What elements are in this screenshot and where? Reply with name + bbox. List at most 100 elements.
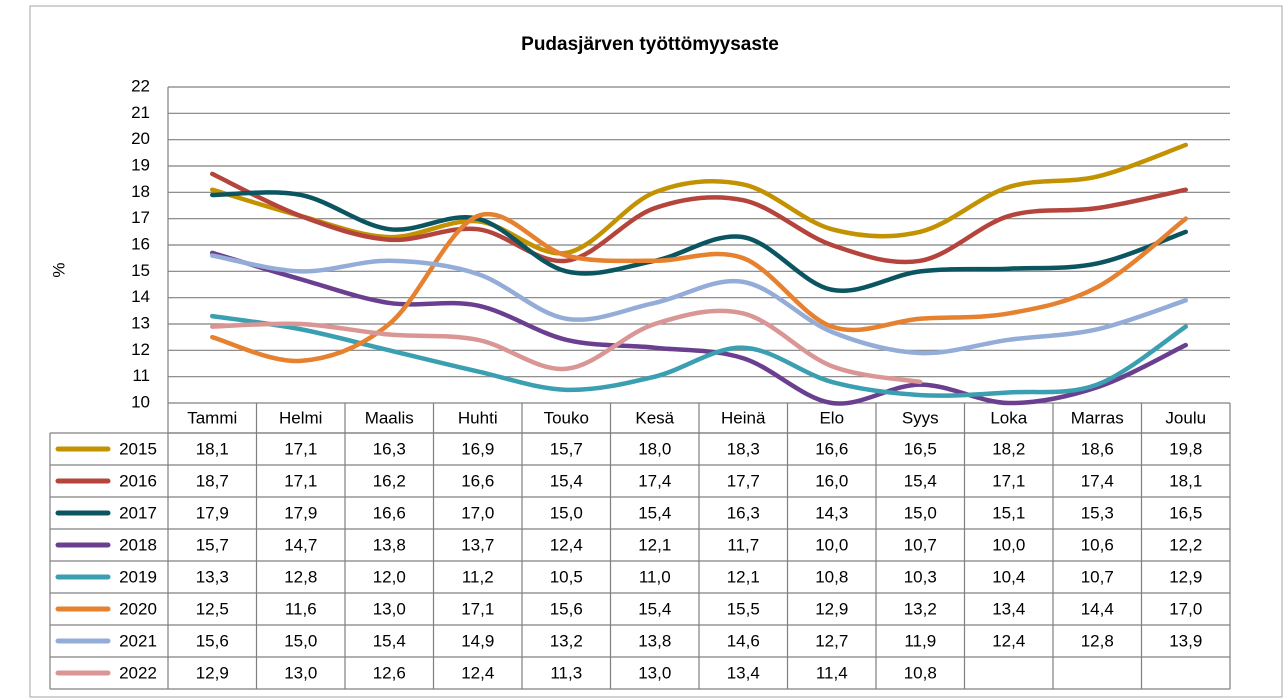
table-value: 13,4 (992, 599, 1025, 618)
y-tick-label: 21 (131, 103, 150, 122)
table-value: 16,3 (373, 439, 406, 458)
x-tick-label: Helmi (279, 408, 322, 427)
table-value: 15,7 (196, 535, 229, 554)
table-value: 19,8 (1169, 439, 1202, 458)
table-value: 18,2 (992, 439, 1025, 458)
table-value: 14,4 (1081, 599, 1114, 618)
table-value: 16,3 (727, 503, 760, 522)
y-tick-label: 16 (131, 234, 150, 253)
series-line (210, 171, 1188, 265)
table-value: 18,6 (1081, 439, 1114, 458)
y-tick-label: 13 (131, 313, 150, 332)
table-value: 17,0 (461, 503, 494, 522)
legend-label: 2016 (119, 471, 157, 490)
table-value: 15,4 (638, 503, 671, 522)
table-value: 12,1 (727, 567, 760, 586)
table-value: 16,2 (373, 471, 406, 490)
y-axis-label: % (49, 262, 68, 277)
table-value: 13,8 (638, 631, 671, 650)
table-value: 12,4 (992, 631, 1025, 650)
table-value: 12,8 (1081, 631, 1114, 650)
x-tick-label: Loka (990, 408, 1027, 427)
table-value: 16,5 (1169, 503, 1202, 522)
table-value: 16,0 (815, 471, 848, 490)
series-line (210, 190, 1188, 293)
table-value: 17,9 (284, 503, 317, 522)
table-value: 15,4 (638, 599, 671, 618)
table-value: 14,9 (461, 631, 494, 650)
table-value: 17,9 (196, 503, 229, 522)
table-value: 15,6 (550, 599, 583, 618)
x-tick-label: Elo (819, 408, 844, 427)
table-value: 10,7 (1081, 567, 1114, 586)
table-value: 10,6 (1081, 535, 1114, 554)
table-value: 11,7 (727, 535, 759, 554)
table-value: 10,3 (904, 567, 937, 586)
x-tick-label: Huhti (458, 408, 498, 427)
table-value: 10,0 (992, 535, 1025, 554)
table-value: 18,3 (727, 439, 760, 458)
table-value: 16,9 (461, 439, 494, 458)
table-value: 16,6 (815, 439, 848, 458)
series-line (210, 142, 1188, 256)
table-value: 12,4 (461, 663, 494, 682)
series-line (210, 253, 1188, 356)
table-value: 12,9 (196, 663, 229, 682)
table-value: 11,9 (904, 631, 936, 650)
table-value: 18,1 (1169, 471, 1202, 490)
x-tick-label: Joulu (1165, 408, 1206, 427)
table-value: 12,0 (373, 567, 406, 586)
table-value: 14,3 (815, 503, 848, 522)
table-value: 18,1 (196, 439, 229, 458)
table-value: 13,0 (373, 599, 406, 618)
table-value: 18,0 (638, 439, 671, 458)
y-tick-label: 12 (131, 340, 150, 359)
table-value: 17,7 (727, 471, 760, 490)
table-value: 11,0 (639, 567, 671, 586)
table-value: 14,7 (284, 535, 317, 554)
table-value: 13,3 (196, 567, 229, 586)
table-value: 10,8 (904, 663, 937, 682)
table-value: 17,4 (1081, 471, 1114, 490)
y-tick-label: 11 (132, 366, 150, 385)
table-value: 11,2 (462, 567, 494, 586)
legend-label: 2022 (119, 663, 157, 682)
legend-label: 2019 (119, 567, 157, 586)
x-tick-label: Kesä (635, 408, 674, 427)
table-value: 17,1 (461, 599, 494, 618)
table-value: 13,4 (727, 663, 760, 682)
table-value: 13,9 (1169, 631, 1202, 650)
x-tick-label: Heinä (721, 408, 766, 427)
x-tick-label: Touko (544, 408, 589, 427)
y-tick-label: 17 (131, 208, 150, 227)
table-value: 12,4 (550, 535, 583, 554)
table-value: 10,4 (992, 567, 1025, 586)
table-value: 17,4 (638, 471, 671, 490)
table-value: 16,6 (461, 471, 494, 490)
series-line (210, 211, 1188, 364)
table-value: 12,2 (1169, 535, 1202, 554)
table-value: 12,8 (284, 567, 317, 586)
table-value: 13,2 (550, 631, 583, 650)
legend-label: 2021 (119, 631, 157, 650)
table-value: 15,4 (550, 471, 583, 490)
table-value: 12,1 (638, 535, 671, 554)
table-value: 14,6 (727, 631, 760, 650)
table-value: 15,4 (904, 471, 937, 490)
x-tick-label: Tammi (187, 408, 237, 427)
table-value: 17,1 (284, 439, 317, 458)
table-value: 13,7 (461, 535, 494, 554)
table-value: 15,4 (373, 631, 406, 650)
table-value: 13,0 (638, 663, 671, 682)
x-tick-label: Maalis (365, 408, 414, 427)
table-value: 15,1 (992, 503, 1025, 522)
y-tick-label: 22 (131, 76, 150, 95)
x-tick-label: Syys (902, 408, 939, 427)
y-tick-label: 10 (131, 392, 150, 411)
x-tick-label: Marras (1071, 408, 1124, 427)
table-value: 12,9 (815, 599, 848, 618)
table-value: 17,0 (1169, 599, 1202, 618)
table-value: 10,7 (904, 535, 937, 554)
table-value: 16,5 (904, 439, 937, 458)
legend-label: 2018 (119, 535, 157, 554)
